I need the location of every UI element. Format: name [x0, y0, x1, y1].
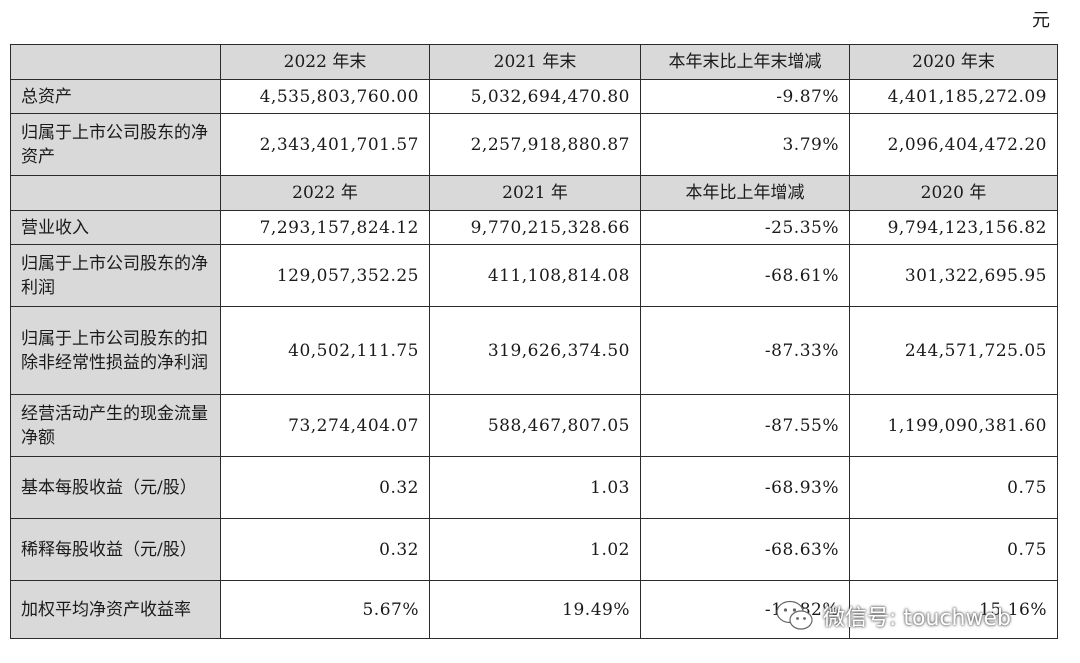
table-row: 归属于上市公司股东的净资产 2,343,401,701.57 2,257,918…: [10, 113, 1058, 176]
header-cell: 本年末比上年末增减: [640, 44, 850, 80]
value-cell: 301,322,695.95: [849, 244, 1058, 307]
value-cell: 15.16%: [849, 580, 1058, 639]
header-cell: 2020 年: [849, 175, 1058, 211]
row-label: 加权平均净资产收益率: [10, 580, 221, 639]
value-cell: -87.55%: [640, 394, 850, 457]
value-cell: 40,502,111.75: [220, 306, 430, 395]
value-cell: -9.87%: [640, 79, 850, 114]
header-cell: 2021 年: [429, 175, 641, 211]
header-cell: [10, 175, 221, 211]
value-cell: 7,293,157,824.12: [220, 210, 430, 245]
value-cell: -87.33%: [640, 306, 850, 395]
row-label: 稀释每股收益（元/股）: [10, 518, 221, 581]
unit-label: 元: [1032, 10, 1050, 31]
table-row: 归属于上市公司股东的扣除非经常性损益的净利润 40,502,111.75 319…: [10, 306, 1058, 395]
value-cell: 0.32: [220, 456, 430, 519]
header-cell: 2022 年末: [220, 44, 430, 80]
table-row: 营业收入 7,293,157,824.12 9,770,215,328.66 -…: [10, 210, 1058, 245]
row-label: 归属于上市公司股东的净资产: [10, 113, 221, 176]
value-cell: 1,199,090,381.60: [849, 394, 1058, 457]
value-cell: -68.63%: [640, 518, 850, 581]
table-row: 基本每股收益（元/股） 0.32 1.03 -68.93% 0.75: [10, 456, 1058, 519]
value-cell: -68.93%: [640, 456, 850, 519]
value-cell: 2,343,401,701.57: [220, 113, 430, 176]
row-label: 归属于上市公司股东的扣除非经常性损益的净利润: [10, 306, 221, 395]
table-row: 稀释每股收益（元/股） 0.32 1.02 -68.63% 0.75: [10, 518, 1058, 581]
value-cell: 3.79%: [640, 113, 850, 176]
row-label: 基本每股收益（元/股）: [10, 456, 221, 519]
row-label: 总资产: [10, 79, 221, 114]
value-cell: 4,401,185,272.09: [849, 79, 1058, 114]
value-cell: 319,626,374.50: [429, 306, 641, 395]
header-cell: 2022 年: [220, 175, 430, 211]
value-cell: 9,770,215,328.66: [429, 210, 641, 245]
value-cell: 4,535,803,760.00: [220, 79, 430, 114]
header-cell: 2020 年末: [849, 44, 1058, 80]
value-cell: 244,571,725.05: [849, 306, 1058, 395]
value-cell: 1.02: [429, 518, 641, 581]
value-cell: 0.32: [220, 518, 430, 581]
header-row-period-end: 2022 年末 2021 年末 本年末比上年末增减 2020 年末: [10, 44, 1058, 80]
table-row: 经营活动产生的现金流量净额 73,274,404.07 588,467,807.…: [10, 394, 1058, 457]
value-cell: 0.75: [849, 518, 1058, 581]
header-cell: [10, 44, 221, 80]
value-cell: 0.75: [849, 456, 1058, 519]
value-cell: -68.61%: [640, 244, 850, 307]
value-cell: 5.67%: [220, 580, 430, 639]
value-cell: -25.35%: [640, 210, 850, 245]
value-cell: 5,032,694,470.80: [429, 79, 641, 114]
row-label: 营业收入: [10, 210, 221, 245]
header-row-period: 2022 年 2021 年 本年比上年增减 2020 年: [10, 175, 1058, 211]
table-row: 归属于上市公司股东的净利润 129,057,352.25 411,108,814…: [10, 244, 1058, 307]
value-cell: 19.49%: [429, 580, 641, 639]
value-cell: 588,467,807.05: [429, 394, 641, 457]
value-cell: 1.03: [429, 456, 641, 519]
value-cell: 411,108,814.08: [429, 244, 641, 307]
header-cell: 本年比上年增减: [640, 175, 850, 211]
value-cell: 2,257,918,880.87: [429, 113, 641, 176]
row-label: 归属于上市公司股东的净利润: [10, 244, 221, 307]
table-row: 总资产 4,535,803,760.00 5,032,694,470.80 -9…: [10, 79, 1058, 114]
value-cell: 73,274,404.07: [220, 394, 430, 457]
financial-table: 2022 年末 2021 年末 本年末比上年末增减 2020 年末 总资产 4,…: [10, 44, 1058, 639]
table-row: 加权平均净资产收益率 5.67% 19.49% -13.82% 15.16%: [10, 580, 1058, 639]
value-cell: 129,057,352.25: [220, 244, 430, 307]
value-cell: 9,794,123,156.82: [849, 210, 1058, 245]
value-cell: -13.82%: [640, 580, 850, 639]
value-cell: 2,096,404,472.20: [849, 113, 1058, 176]
header-cell: 2021 年末: [429, 44, 641, 80]
row-label: 经营活动产生的现金流量净额: [10, 394, 221, 457]
